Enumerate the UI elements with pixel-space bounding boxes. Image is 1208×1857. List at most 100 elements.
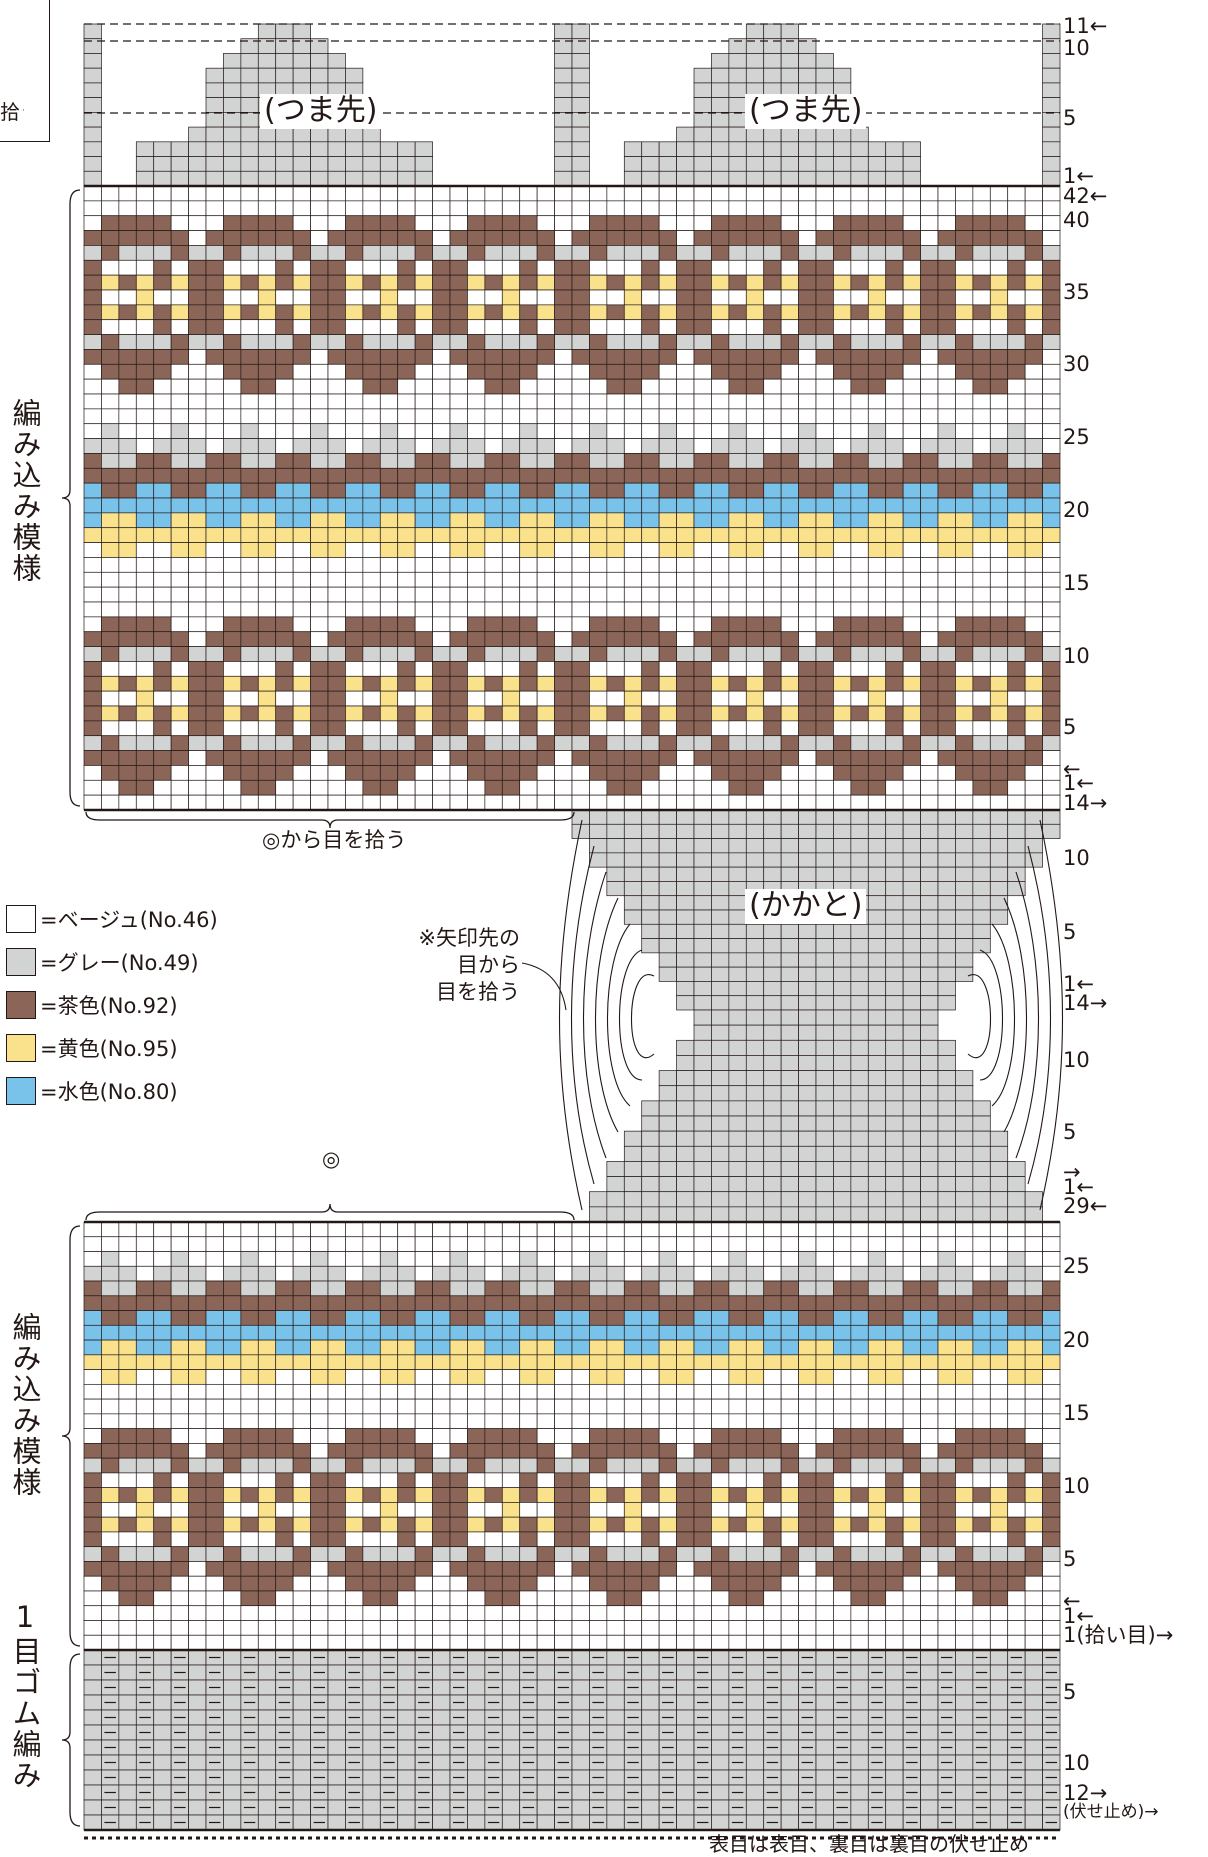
chart-cell	[519, 675, 538, 692]
chart-cell	[223, 1398, 242, 1415]
chart-cell	[257, 497, 277, 514]
chart-cell	[920, 571, 939, 588]
chart-cell	[414, 259, 433, 276]
chart-cell	[432, 1724, 451, 1741]
chart-cell	[815, 1649, 834, 1666]
chart-cell	[519, 319, 538, 335]
chart-cell	[937, 185, 956, 202]
chart-cell	[989, 334, 1009, 350]
chart-cell	[763, 408, 782, 425]
chart-cell	[345, 1531, 364, 1548]
chart-cell	[449, 378, 468, 395]
chart-cell	[240, 215, 259, 231]
chart-cell	[815, 1724, 834, 1741]
chart-cell	[589, 1605, 608, 1621]
chart-cell	[240, 349, 259, 365]
chart-cell	[920, 259, 939, 276]
chart-cell	[623, 438, 643, 454]
chart-cell	[397, 304, 416, 321]
chart-cell	[362, 1799, 381, 1816]
chart-cell	[728, 1398, 747, 1415]
chart-cell	[449, 542, 468, 558]
chart-cell	[205, 1546, 224, 1562]
chart-cell	[815, 1620, 834, 1636]
chart-cell	[1042, 1472, 1061, 1489]
chart-cell	[693, 1457, 712, 1474]
chart-cell	[815, 1472, 834, 1489]
chart-cell	[658, 616, 677, 633]
chart-cell	[885, 1724, 904, 1741]
chart-cell	[536, 1724, 555, 1741]
chart-cell	[728, 259, 747, 276]
chart-cell	[101, 512, 120, 529]
chart-cell	[362, 1724, 381, 1741]
chart-cell	[135, 794, 155, 811]
chart-cell	[310, 542, 329, 558]
chart-cell	[833, 1428, 852, 1444]
chart-cell	[362, 1784, 381, 1801]
chart-cell	[118, 1784, 137, 1801]
chart-cell	[641, 690, 660, 707]
chart-cell	[449, 601, 468, 618]
chart-cell	[153, 1383, 172, 1400]
chart-cell	[310, 1339, 329, 1356]
chart-cell	[275, 319, 294, 335]
chart-cell	[955, 809, 974, 825]
chart-cell	[449, 1383, 468, 1400]
chart-cell	[711, 1295, 730, 1311]
chart-cell	[902, 1310, 921, 1326]
chart-cell	[327, 1561, 346, 1577]
chart-cell	[257, 215, 277, 231]
chart-cell	[972, 1546, 991, 1562]
chart-cell	[920, 274, 939, 291]
chart-cell	[536, 230, 555, 246]
chart-cell	[170, 1620, 189, 1636]
chart-cell	[850, 156, 869, 172]
chart-cell	[955, 1784, 974, 1801]
chart-cell	[623, 675, 643, 692]
chart-cell	[676, 1784, 695, 1801]
chart-cell	[745, 53, 765, 69]
chart-cell	[536, 1413, 555, 1429]
chart-cell	[920, 705, 939, 722]
chart-cell	[676, 809, 695, 825]
chart-cell	[1042, 67, 1061, 84]
chart-cell	[205, 185, 224, 202]
chart-cell	[606, 1664, 625, 1681]
chart-cell	[397, 616, 416, 633]
chart-cell	[432, 1634, 451, 1651]
chart-cell	[850, 1457, 869, 1474]
chart-cell	[693, 1634, 712, 1651]
chart-cell	[1024, 467, 1043, 484]
chart-cell	[745, 319, 765, 335]
chart-cell	[728, 1531, 747, 1548]
chart-cell	[83, 1413, 102, 1429]
chart-cell	[972, 1605, 991, 1621]
chart-cell	[937, 1516, 956, 1533]
chart-cell	[257, 1221, 277, 1238]
chart-cell	[1024, 363, 1043, 380]
chart-cell	[292, 750, 311, 766]
chart-cell	[519, 1590, 538, 1607]
chart-cell	[833, 1398, 852, 1415]
chart-cell	[937, 393, 956, 410]
chart-cell	[414, 1575, 433, 1592]
chart-cell	[83, 1236, 102, 1252]
chart-cell	[1007, 1265, 1026, 1282]
chart-cell	[1024, 1605, 1043, 1621]
chart-cell	[153, 156, 172, 172]
chart-cell	[467, 675, 486, 692]
chart-cell	[205, 1620, 224, 1636]
chart-cell	[1007, 675, 1026, 692]
chart-cell	[885, 1221, 904, 1238]
chart-cell	[118, 334, 137, 350]
chart-cell	[920, 334, 939, 350]
chart-cell	[850, 289, 869, 306]
chart-cell	[275, 230, 294, 246]
chart-cell	[223, 408, 242, 425]
chart-cell	[83, 586, 102, 603]
chart-cell	[676, 274, 695, 291]
chart-cell	[955, 601, 974, 618]
chart-cell	[519, 438, 538, 454]
chart-cell	[536, 1457, 555, 1474]
